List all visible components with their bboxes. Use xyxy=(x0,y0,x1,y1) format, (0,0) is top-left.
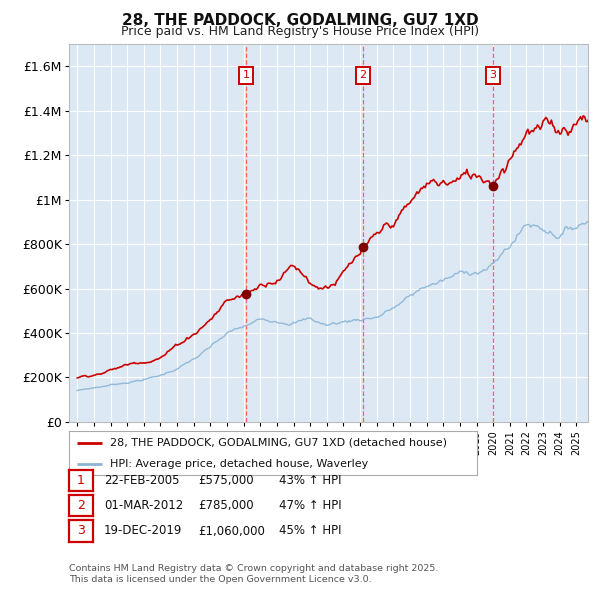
Text: 01-MAR-2012: 01-MAR-2012 xyxy=(104,499,183,512)
Text: 1: 1 xyxy=(77,474,85,487)
Text: 3: 3 xyxy=(77,525,85,537)
Text: This data is licensed under the Open Government Licence v3.0.: This data is licensed under the Open Gov… xyxy=(69,575,371,584)
Text: 2: 2 xyxy=(359,70,367,80)
Text: 3: 3 xyxy=(489,70,496,80)
Text: 2: 2 xyxy=(77,499,85,512)
Text: HPI: Average price, detached house, Waverley: HPI: Average price, detached house, Wave… xyxy=(110,459,368,469)
Text: Price paid vs. HM Land Registry's House Price Index (HPI): Price paid vs. HM Land Registry's House … xyxy=(121,25,479,38)
Text: £785,000: £785,000 xyxy=(198,499,254,512)
Text: 22-FEB-2005: 22-FEB-2005 xyxy=(104,474,179,487)
Text: 47% ↑ HPI: 47% ↑ HPI xyxy=(279,499,341,512)
Text: 45% ↑ HPI: 45% ↑ HPI xyxy=(279,525,341,537)
Text: 28, THE PADDOCK, GODALMING, GU7 1XD (detached house): 28, THE PADDOCK, GODALMING, GU7 1XD (det… xyxy=(110,438,447,448)
Text: Contains HM Land Registry data © Crown copyright and database right 2025.: Contains HM Land Registry data © Crown c… xyxy=(69,565,439,573)
Text: 43% ↑ HPI: 43% ↑ HPI xyxy=(279,474,341,487)
Text: £575,000: £575,000 xyxy=(198,474,254,487)
Text: £1,060,000: £1,060,000 xyxy=(198,525,265,537)
Text: 1: 1 xyxy=(242,70,250,80)
Text: 28, THE PADDOCK, GODALMING, GU7 1XD: 28, THE PADDOCK, GODALMING, GU7 1XD xyxy=(122,13,478,28)
Text: 19-DEC-2019: 19-DEC-2019 xyxy=(104,525,182,537)
